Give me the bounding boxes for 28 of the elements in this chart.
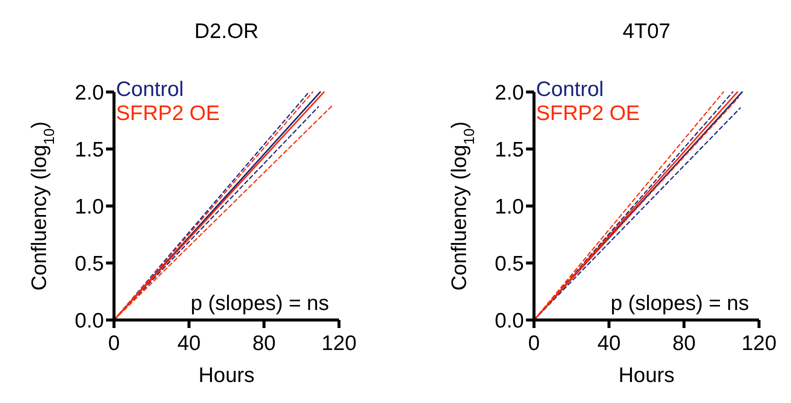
x-tick-label: 80 [252,332,276,355]
annotation: p (slopes) = ns [610,292,749,315]
y-tick-label: 0.5 [494,252,524,276]
text: Control [536,78,604,101]
x-tick-label: 120 [321,332,357,355]
chart-title: D2.OR [194,20,259,43]
y-tick-label: 0.0 [74,309,104,332]
y-tick-label: 0.0 [494,309,524,332]
y-tick-label: 1.5 [494,138,524,162]
x-tick-label: 40 [597,332,621,355]
y-tick-label: 0.5 [74,252,104,276]
x-tick-label: 0 [528,332,540,355]
x-axis-title: Hours [198,364,255,387]
y-tick-label: 1.0 [494,195,524,218]
x-tick-label: 120 [741,332,777,355]
x-tick-label: 80 [672,332,696,355]
x-tick-label: 40 [177,332,201,355]
text: SFRP2 OE [116,102,220,125]
text: SFRP2 OE [536,102,640,125]
y-tick-label: 1.5 [74,138,104,162]
y-tick-label: 2.0 [494,81,524,104]
text: Control [116,78,184,101]
y-tick-label: 2.0 [74,81,104,104]
x-axis-title: Hours [618,364,675,387]
y-tick-label: 1.0 [74,195,104,218]
x-tick-label: 0 [108,332,120,355]
annotation: p (slopes) = ns [190,292,329,315]
chart-title: 4T07 [622,20,670,43]
